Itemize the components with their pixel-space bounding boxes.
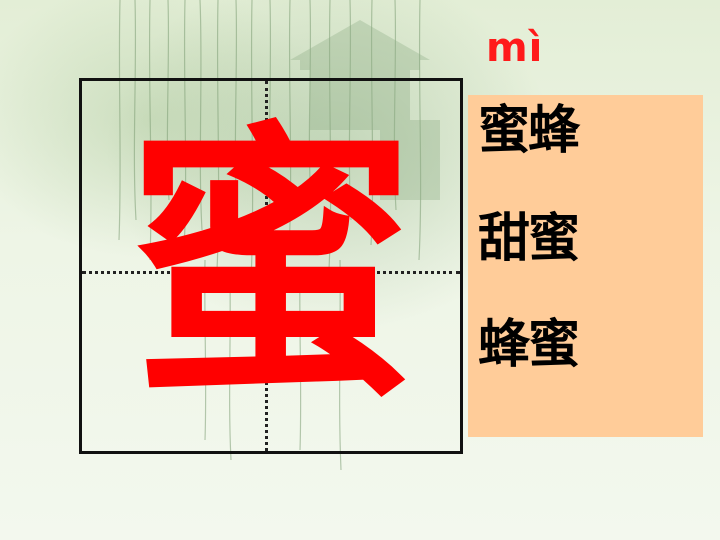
word-item: 蜜蜂 [478,101,580,161]
grid-vertical-guide [265,81,268,451]
word-item: 甜蜜 [478,209,580,269]
character-grid: 蜜 [79,78,463,454]
word-list-box: 蜜蜂 甜蜜 蜂蜜 [468,95,703,437]
main-character: 蜜 [126,96,416,436]
grid-horizontal-guide [82,271,460,274]
word-item: 蜂蜜 [478,315,580,375]
pinyin-label: mì [486,25,544,71]
